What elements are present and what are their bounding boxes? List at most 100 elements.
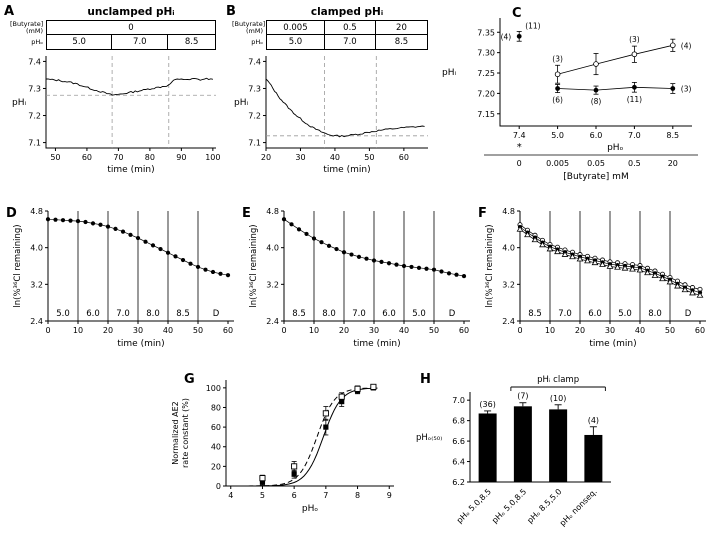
svg-text:7.0: 7.0 — [352, 309, 366, 319]
svg-text:60: 60 — [399, 153, 409, 162]
svg-text:(4): (4) — [588, 416, 599, 425]
condition-row-label: pHₒ — [251, 38, 263, 46]
svg-text:pHₒ nonseq.: pHₒ nonseq. — [558, 487, 599, 528]
svg-text:5.0: 5.0 — [618, 309, 632, 319]
svg-text:30: 30 — [133, 326, 143, 335]
svg-text:(10): (10) — [550, 394, 566, 403]
svg-text:5: 5 — [260, 491, 265, 500]
svg-text:6.0: 6.0 — [588, 309, 602, 319]
svg-text:7.4: 7.4 — [28, 57, 41, 66]
panel-g-plot: 0 20 40 60 80 100 4 5 6 7 8 9 Normalized AE2 rate con… — [171, 380, 394, 514]
svg-text:0.05: 0.05 — [587, 159, 605, 168]
svg-text:0: 0 — [517, 159, 522, 168]
svg-text:80: 80 — [211, 403, 221, 412]
svg-text:30: 30 — [605, 326, 615, 335]
panel-a: unclamped pHᵢ [Butyrate] (mM) 0 pHₒ 5.0 7.0 8.… — [10, 6, 222, 200]
panel-f: 2.4 3.2 4.0 4.8 0 10 20 30 40 50 60 ln(%³⁶Cl remain… — [480, 205, 712, 370]
svg-text:6.2: 6.2 — [452, 478, 465, 487]
panel-label-e: E — [242, 206, 251, 221]
condition-cell: 5.0 — [47, 35, 113, 49]
svg-text:60: 60 — [223, 326, 233, 335]
svg-text:10: 10 — [73, 326, 83, 335]
svg-text:(4): (4) — [501, 32, 512, 41]
svg-text:0: 0 — [216, 482, 221, 491]
svg-text:time (min): time (min) — [117, 339, 164, 349]
svg-text:pHₒ 5.0,8.5: pHₒ 5.0,8.5 — [490, 487, 528, 525]
svg-text:3.2: 3.2 — [30, 280, 43, 289]
condition-cell: 8.5 — [394, 37, 409, 47]
svg-text:(11): (11) — [525, 21, 540, 30]
svg-text:time (min): time (min) — [323, 165, 370, 175]
svg-text:5.0: 5.0 — [412, 309, 426, 319]
condition-cell: 5.0 — [267, 35, 325, 49]
svg-text:20: 20 — [339, 326, 349, 335]
panel-b-conditions-table: [Butyrate] (mM) 0.005 0.5 20 pHₒ 5.0 7.0 8.5 — [232, 20, 432, 50]
svg-text:pHₒ: pHₒ — [607, 143, 623, 153]
svg-text:60: 60 — [211, 423, 221, 432]
svg-text:4.0: 4.0 — [30, 244, 43, 253]
svg-text:7.1: 7.1 — [28, 139, 41, 148]
panel-d: 2.4 3.2 4.0 4.8 0 10 20 30 40 50 60 ln(%³⁶Cl remain… — [8, 205, 240, 370]
svg-text:rate constant (%): rate constant (%) — [181, 398, 190, 468]
panel-b: clamped pHᵢ [Butyrate] (mM) 0.005 0.5 20 pHₒ 5… — [232, 6, 432, 200]
panel-h-plot: 6.2 6.4 6.6 6.8 7.0 pHₒ₍₅₀₎ (36) pHₒ 5.0,8.5 (7)… — [416, 375, 611, 528]
svg-text:70: 70 — [113, 153, 123, 162]
svg-text:7.3: 7.3 — [248, 84, 261, 93]
svg-text:2.4: 2.4 — [30, 317, 43, 326]
condition-cell: 0.005 — [267, 21, 325, 34]
condition-cell: 0.5 — [325, 21, 376, 34]
panel-label-b: B — [226, 4, 236, 19]
svg-text:Normalized AE2: Normalized AE2 — [171, 401, 180, 465]
svg-text:60: 60 — [459, 326, 469, 335]
svg-text:60: 60 — [82, 153, 92, 162]
svg-text:7.3: 7.3 — [28, 84, 41, 93]
svg-text:50: 50 — [429, 326, 439, 335]
svg-text:80: 80 — [145, 153, 155, 162]
condition-cell: 0 — [128, 22, 134, 33]
panel-g: 0 20 40 60 80 100 4 5 6 7 8 9 Normalized AE2 rate con… — [168, 372, 408, 538]
svg-text:(11): (11) — [627, 95, 642, 104]
svg-text:4.8: 4.8 — [502, 207, 515, 216]
panel-d-plot: 2.4 3.2 4.0 4.8 0 10 20 30 40 50 60 ln(%³⁶Cl remain… — [13, 207, 234, 349]
svg-text:[Butyrate] mM: [Butyrate] mM — [563, 172, 628, 182]
panel-label-g: G — [184, 372, 195, 387]
svg-text:(3): (3) — [681, 85, 692, 94]
svg-text:8.5: 8.5 — [292, 309, 306, 319]
svg-text:7.2: 7.2 — [28, 112, 41, 121]
svg-text:40: 40 — [330, 153, 340, 162]
svg-text:6.8: 6.8 — [452, 417, 465, 426]
svg-text:8.0: 8.0 — [648, 309, 662, 319]
svg-text:20: 20 — [575, 326, 585, 335]
svg-text:7: 7 — [323, 491, 328, 500]
svg-text:40: 40 — [399, 326, 409, 335]
svg-text:7.0: 7.0 — [628, 131, 641, 140]
svg-text:(6): (6) — [552, 96, 563, 105]
svg-text:4.8: 4.8 — [30, 207, 43, 216]
svg-text:40: 40 — [211, 443, 221, 452]
svg-text:0: 0 — [45, 326, 50, 335]
svg-text:30: 30 — [369, 326, 379, 335]
panel-b-title: clamped pHᵢ — [310, 6, 384, 18]
svg-text:(36): (36) — [479, 400, 495, 409]
svg-text:7.2: 7.2 — [248, 112, 261, 121]
svg-text:50: 50 — [364, 153, 374, 162]
svg-text:ln(%³⁶Cl remaining): ln(%³⁶Cl remaining) — [13, 224, 23, 307]
svg-text:8.0: 8.0 — [322, 309, 336, 319]
svg-text:7.4: 7.4 — [248, 57, 261, 66]
svg-text:4.8: 4.8 — [266, 207, 279, 216]
panel-a-title: unclamped pHᵢ — [87, 6, 175, 18]
svg-text:ln(%³⁶Cl remaining): ln(%³⁶Cl remaining) — [249, 224, 259, 307]
svg-text:6.0: 6.0 — [590, 131, 603, 140]
svg-text:(3): (3) — [552, 54, 563, 63]
svg-text:7.30: 7.30 — [477, 49, 495, 58]
svg-text:D: D — [449, 309, 456, 319]
condition-cell: 7.0 — [112, 35, 169, 49]
svg-text:4: 4 — [228, 491, 233, 500]
condition-row-label: pHₒ — [31, 38, 43, 46]
svg-text:7.0: 7.0 — [452, 396, 465, 405]
panel-label-d: D — [6, 206, 17, 221]
svg-text:5.0: 5.0 — [56, 309, 70, 319]
condition-cell: 7.0 — [325, 35, 376, 49]
svg-text:40: 40 — [163, 326, 173, 335]
